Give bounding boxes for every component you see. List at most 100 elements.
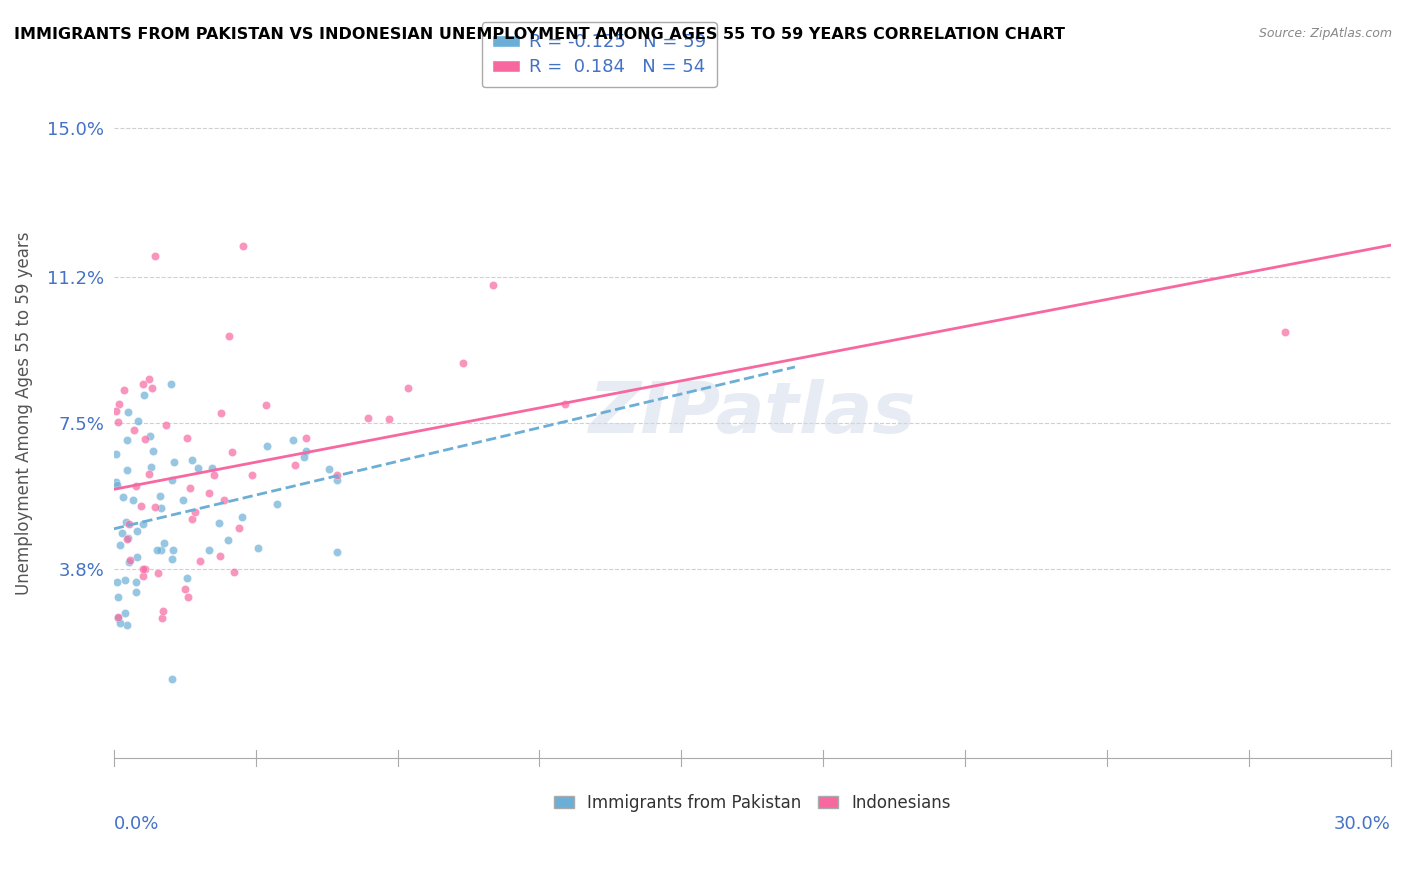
Point xyxy=(176,431,198,445)
Point xyxy=(115,617,138,632)
Point xyxy=(104,403,127,417)
Point xyxy=(198,543,221,558)
Text: 30.0%: 30.0% xyxy=(1334,814,1391,832)
Point xyxy=(114,606,136,620)
Point xyxy=(554,396,576,410)
Point xyxy=(281,433,304,447)
Point xyxy=(179,481,201,495)
Point xyxy=(153,535,176,549)
Point xyxy=(1274,326,1296,340)
Point xyxy=(139,460,162,475)
Legend: Immigrants from Pakistan, Indonesians: Immigrants from Pakistan, Indonesians xyxy=(547,787,957,818)
Point xyxy=(115,532,138,546)
Point xyxy=(112,383,135,397)
Point xyxy=(108,397,131,411)
Point xyxy=(111,525,134,540)
Point xyxy=(198,486,221,500)
Point xyxy=(208,516,231,531)
Point xyxy=(149,500,172,515)
Point xyxy=(143,249,166,263)
Point xyxy=(104,475,127,489)
Point xyxy=(105,575,128,590)
Point xyxy=(149,489,172,503)
Point xyxy=(221,445,243,459)
Point xyxy=(378,411,401,425)
Point xyxy=(134,432,156,446)
Point xyxy=(231,510,253,524)
Point xyxy=(118,517,141,532)
Point xyxy=(451,356,474,370)
Point xyxy=(125,479,148,493)
Point xyxy=(138,372,160,386)
Point xyxy=(482,278,505,293)
Point xyxy=(326,468,349,483)
Point xyxy=(141,381,163,395)
Point xyxy=(143,500,166,515)
Point xyxy=(172,492,194,507)
Point xyxy=(326,473,349,487)
Point xyxy=(357,410,380,425)
Point xyxy=(163,455,186,469)
Point xyxy=(188,554,211,568)
Point xyxy=(104,447,127,461)
Point xyxy=(125,549,148,564)
Point xyxy=(150,542,173,557)
Point xyxy=(242,468,264,483)
Point xyxy=(139,429,162,443)
Point xyxy=(131,562,153,576)
Point xyxy=(134,562,156,576)
Point xyxy=(284,458,307,473)
Point xyxy=(115,433,138,447)
Point xyxy=(115,463,138,477)
Point xyxy=(122,423,145,437)
Point xyxy=(125,585,148,599)
Point xyxy=(318,462,340,476)
Y-axis label: Unemployment Among Ages 55 to 59 years: Unemployment Among Ages 55 to 59 years xyxy=(15,231,32,595)
Point xyxy=(396,382,419,396)
Point xyxy=(150,610,173,624)
Point xyxy=(174,582,197,597)
Point xyxy=(232,239,254,253)
Point xyxy=(256,439,278,453)
Point xyxy=(138,467,160,481)
Point xyxy=(110,616,132,631)
Point xyxy=(132,517,155,532)
Point xyxy=(107,415,129,429)
Point xyxy=(326,544,349,558)
Point xyxy=(292,450,315,464)
Point xyxy=(181,453,204,467)
Point xyxy=(254,399,277,413)
Point xyxy=(120,552,142,566)
Point xyxy=(160,672,183,686)
Point xyxy=(176,571,198,585)
Point xyxy=(114,573,136,587)
Point xyxy=(160,376,183,391)
Point xyxy=(146,566,169,581)
Point xyxy=(121,493,143,508)
Point xyxy=(201,460,224,475)
Point xyxy=(187,461,209,475)
Point xyxy=(105,478,128,492)
Point xyxy=(146,543,169,558)
Point xyxy=(108,538,131,552)
Point xyxy=(228,521,250,535)
Point xyxy=(129,499,152,513)
Point xyxy=(246,541,269,556)
Point xyxy=(266,498,288,512)
Point xyxy=(112,490,135,504)
Point xyxy=(142,443,165,458)
Point xyxy=(212,493,235,508)
Point xyxy=(202,467,225,482)
Point xyxy=(118,555,141,569)
Point xyxy=(160,552,183,566)
Point xyxy=(117,532,139,546)
Text: IMMIGRANTS FROM PAKISTAN VS INDONESIAN UNEMPLOYMENT AMONG AGES 55 TO 59 YEARS CO: IMMIGRANTS FROM PAKISTAN VS INDONESIAN U… xyxy=(14,27,1066,42)
Point xyxy=(155,418,177,433)
Point xyxy=(127,414,149,428)
Point xyxy=(217,533,239,547)
Point xyxy=(107,591,129,605)
Point xyxy=(294,431,316,445)
Point xyxy=(184,505,207,519)
Point xyxy=(114,515,136,529)
Point xyxy=(132,388,155,402)
